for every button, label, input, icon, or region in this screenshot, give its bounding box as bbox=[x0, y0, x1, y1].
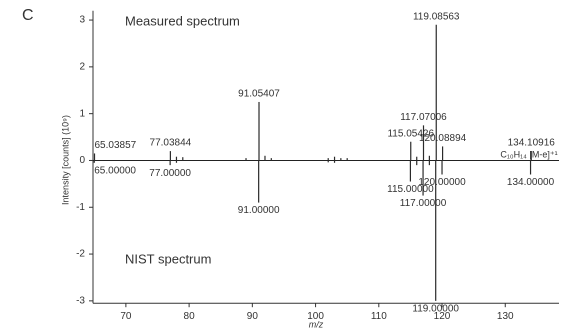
x-tick-label: 80 bbox=[184, 311, 196, 322]
peak-label: 115.05426 bbox=[387, 128, 434, 139]
peak-label: 65.00000 bbox=[94, 165, 136, 176]
x-tick-label: 70 bbox=[120, 311, 132, 322]
y-tick-label: 2 bbox=[79, 62, 85, 73]
peak-label: 117.00000 bbox=[400, 198, 447, 209]
peak-label: 117.07006 bbox=[400, 112, 447, 123]
peak-label: 115.00000 bbox=[387, 184, 434, 195]
peak-label: 77.00000 bbox=[149, 168, 191, 179]
series-name: Measured spectrum bbox=[125, 13, 240, 28]
y-tick-label: 0 bbox=[79, 155, 85, 166]
y-tick-label: -1 bbox=[76, 202, 85, 213]
x-tick-label: 120 bbox=[434, 311, 451, 322]
series-name: NIST spectrum bbox=[125, 251, 211, 266]
peak-label: 119.00000 bbox=[412, 304, 459, 315]
panel-label: C bbox=[22, 7, 34, 24]
y-tick-label: -3 bbox=[76, 296, 85, 307]
peak-label: 134.00000 bbox=[507, 177, 555, 188]
y-tick-label: -2 bbox=[76, 249, 85, 260]
x-tick-label: 100 bbox=[307, 311, 324, 322]
x-tick-label: 130 bbox=[497, 311, 514, 322]
peak-label: 77.03844 bbox=[150, 138, 192, 149]
y-axis-label: Intensity [counts] (10⁹) bbox=[60, 115, 70, 205]
x-tick-label: 90 bbox=[247, 311, 259, 322]
peak-label: 91.05407 bbox=[238, 89, 280, 100]
peak-label: 120.08894 bbox=[419, 133, 467, 144]
y-tick-label: 3 bbox=[79, 15, 85, 26]
x-axis-label: m/z bbox=[309, 319, 324, 329]
x-tick-label: 110 bbox=[371, 311, 387, 322]
peak-label: 65.03857 bbox=[95, 140, 137, 151]
peak-label: 134.10916 bbox=[508, 138, 556, 149]
peak-label: 119.08563 bbox=[413, 11, 460, 22]
peak-label: 120.00000 bbox=[418, 177, 466, 188]
annotation: C₁₀H₁₄ [M-e]⁺¹ bbox=[500, 149, 557, 159]
peak-label: 91.00000 bbox=[238, 205, 280, 216]
y-tick-label: 1 bbox=[79, 108, 85, 119]
